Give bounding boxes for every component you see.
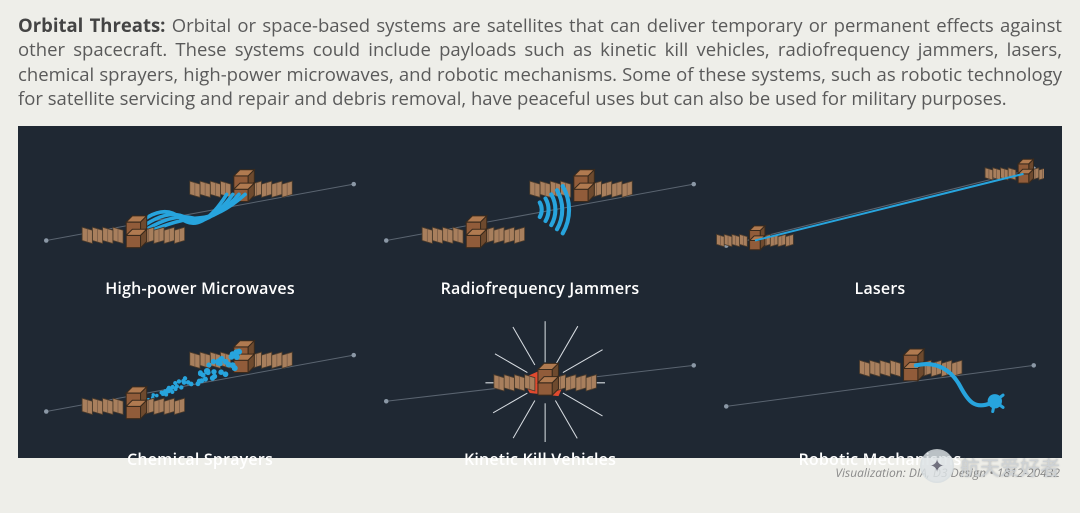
scene-kinetic xyxy=(376,309,704,442)
threat-label: Lasers xyxy=(855,277,906,299)
intro-body: Orbital or space-based systems are satel… xyxy=(18,13,1062,111)
scene-robotic xyxy=(716,309,1044,442)
threat-cell-robotic: Robotic Mechanisms xyxy=(716,309,1044,470)
threat-label: Chemical Sprayers xyxy=(127,448,273,470)
threat-label: Radiofrequency Jammers xyxy=(441,277,640,299)
threat-label: High-power Microwaves xyxy=(105,277,295,299)
threat-cell-rf: Radiofrequency Jammers xyxy=(376,138,704,299)
threats-panel: High-power Microwaves xyxy=(18,126,1062,458)
scene-chemical xyxy=(36,309,364,442)
threat-label: Kinetic Kill Vehicles xyxy=(464,448,616,470)
threat-cell-kinetic: Kinetic Kill Vehicles xyxy=(376,309,704,470)
scene-microwaves xyxy=(36,138,364,271)
threat-cell-microwaves: High-power Microwaves xyxy=(36,138,364,299)
threat-label: Robotic Mechanisms xyxy=(798,448,961,470)
scene-rf xyxy=(376,138,704,271)
intro-lead: Orbital Threats: xyxy=(18,13,165,38)
threat-cell-laser: Lasers xyxy=(716,138,1044,299)
scene-laser xyxy=(716,138,1044,271)
threat-cell-chemical: Chemical Sprayers xyxy=(36,309,364,470)
intro-paragraph: Orbital Threats: Orbital or space-based … xyxy=(18,14,1062,112)
